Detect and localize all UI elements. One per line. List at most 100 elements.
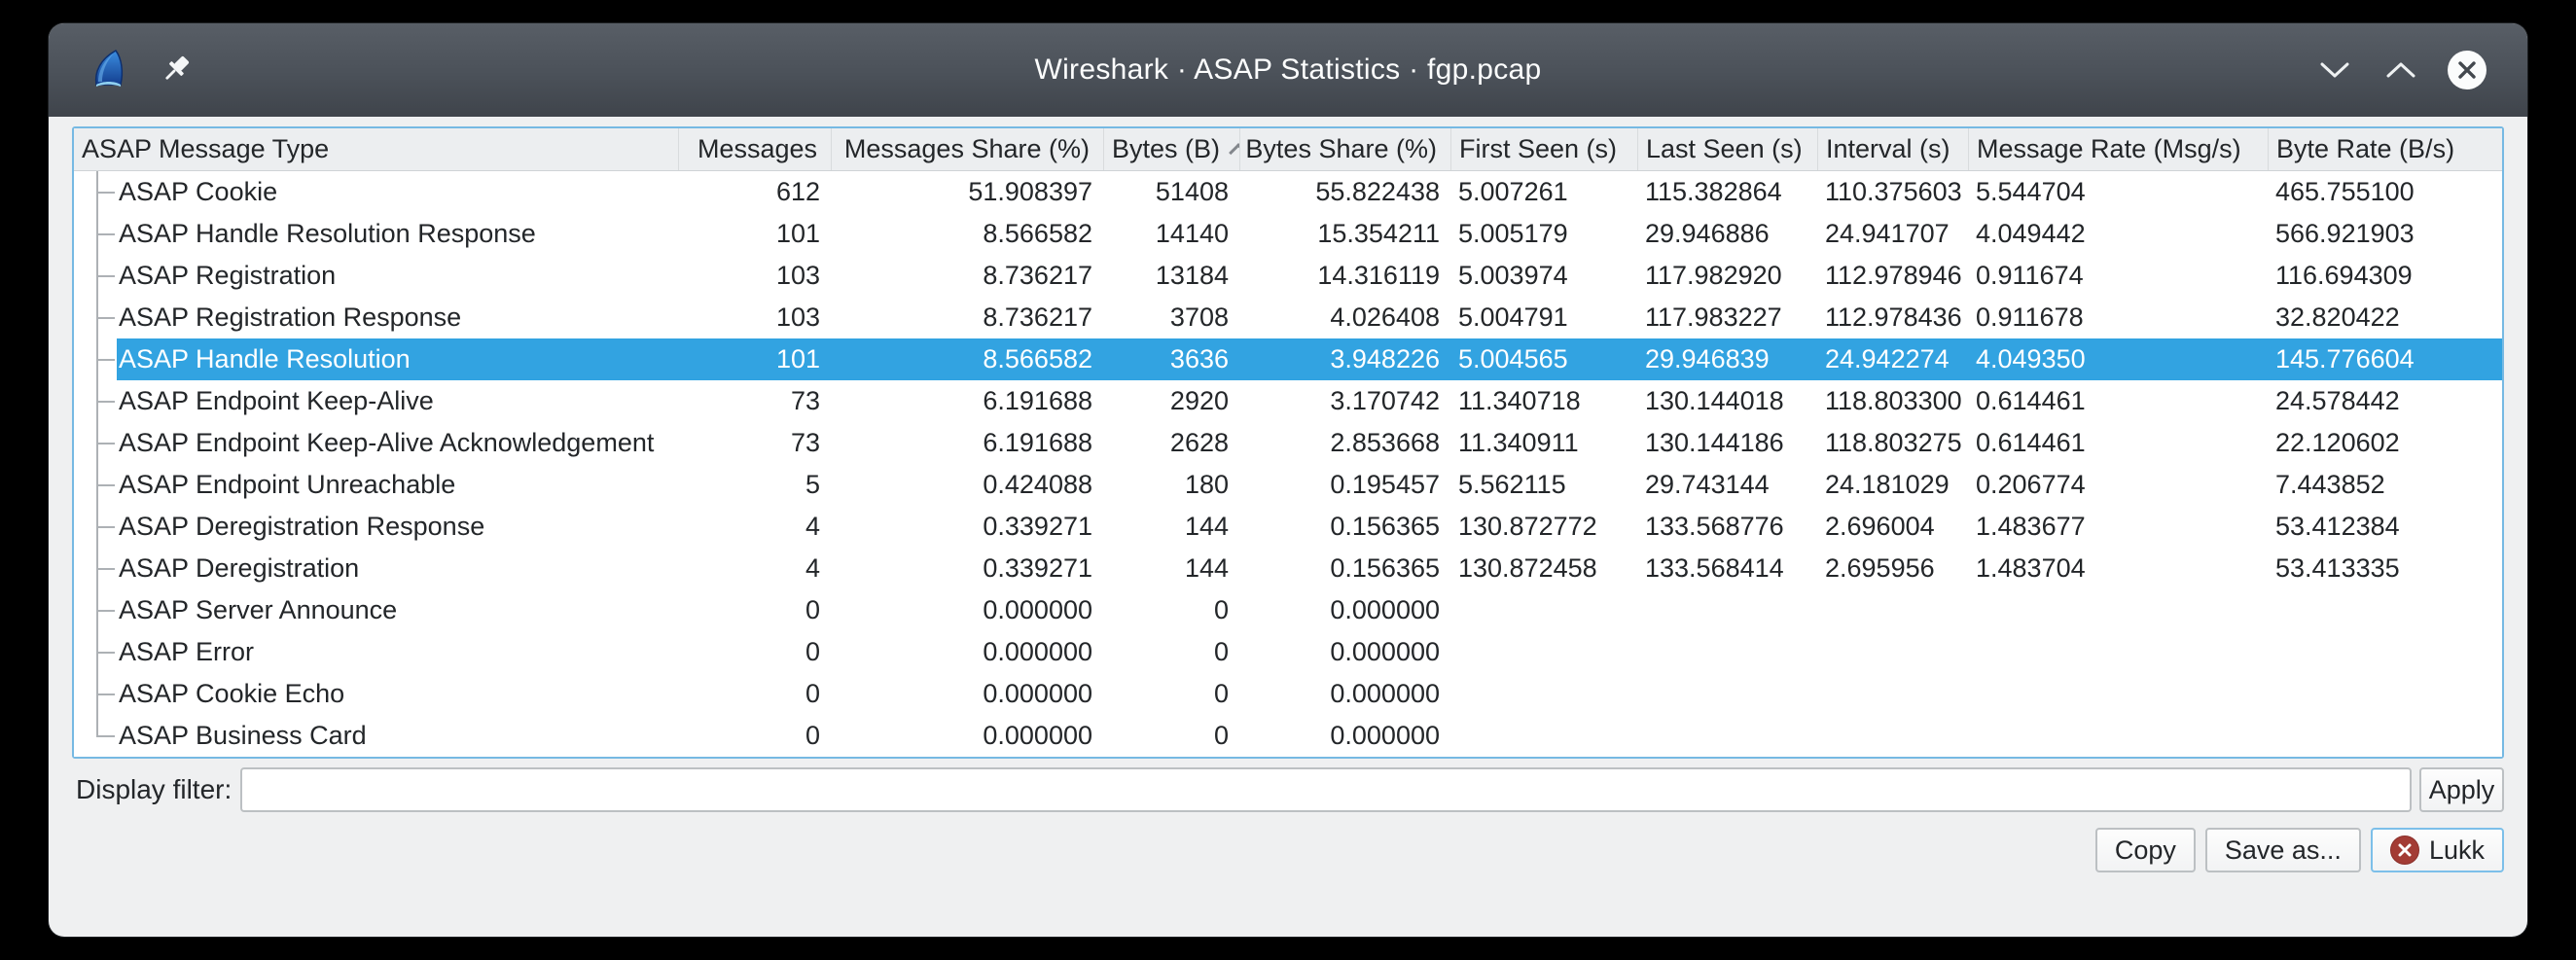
dialog-close-icon bbox=[2389, 836, 2419, 865]
table-cell: 0.911674 bbox=[1976, 261, 2084, 290]
table-cell bbox=[1638, 589, 1818, 631]
table-row[interactable]: ASAP Registration Response 103 8.736217 370… bbox=[74, 297, 2502, 338]
table-cell: 110.375603 bbox=[1825, 177, 1962, 206]
close-button[interactable] bbox=[2446, 49, 2488, 91]
titlebar[interactable]: Wireshark · ASAP Statistics · fgp.pcap bbox=[49, 23, 2527, 117]
tree-branch-icon bbox=[96, 233, 115, 235]
column-header-first-seen-s[interactable]: First Seen (s) bbox=[1451, 128, 1638, 170]
tree-branch-icon bbox=[96, 693, 115, 695]
minimize-button[interactable] bbox=[2313, 49, 2356, 91]
column-header-label: Messages bbox=[697, 134, 817, 163]
display-filter-label: Display filter: bbox=[76, 774, 233, 804]
table-cell: 4.049442 bbox=[1976, 219, 2086, 248]
table-cell: 15.354211 bbox=[1317, 219, 1440, 248]
table-cell: 29.946886 bbox=[1645, 219, 1770, 248]
table-cell: 14.316119 bbox=[1317, 261, 1440, 290]
table-cell: 5.005179 bbox=[1458, 219, 1568, 248]
save-as-button[interactable]: Save as... bbox=[2204, 828, 2361, 872]
table-row[interactable]: ASAP Handle Resolution Response 101 8.5665… bbox=[74, 213, 2502, 255]
table-cell bbox=[1818, 631, 1969, 673]
table-cell: 0.614461 bbox=[1976, 428, 2086, 457]
table-cell bbox=[1638, 631, 1818, 673]
column-header-message-rate-msg-s[interactable]: Message Rate (Msg/s) bbox=[1969, 128, 2269, 170]
display-filter-input[interactable] bbox=[240, 767, 2412, 812]
table-cell: 0.156365 bbox=[1330, 512, 1440, 541]
lukk-close-button[interactable]: Lukk bbox=[2370, 828, 2504, 872]
table-cell: 29.946839 bbox=[1645, 344, 1770, 373]
table-cell: 11.340718 bbox=[1458, 386, 1581, 415]
table-cell: 8.566582 bbox=[983, 344, 1092, 373]
table-row[interactable]: ASAP Deregistration 4 0.339271 144 0.156365 1… bbox=[74, 548, 2502, 589]
table-cell: 5.007261 bbox=[1458, 177, 1568, 206]
table-cell: 73 bbox=[790, 428, 820, 457]
copy-button[interactable]: Copy bbox=[2094, 828, 2196, 872]
column-header-messages[interactable]: Messages bbox=[679, 128, 832, 170]
table-cell: 8.566582 bbox=[983, 219, 1092, 248]
table-cell bbox=[1451, 673, 1638, 715]
table-cell: 5.004791 bbox=[1458, 302, 1568, 332]
table-row[interactable]: ASAP Endpoint Keep-Alive Acknowledgement… bbox=[74, 422, 2502, 464]
table-cell: 0 bbox=[805, 637, 820, 666]
table-row[interactable]: ASAP Endpoint Keep-Alive 73 6.191688 2920 3.… bbox=[74, 380, 2502, 422]
table-cell: 130.144018 bbox=[1645, 386, 1784, 415]
column-header-interval-s[interactable]: Interval (s) bbox=[1818, 128, 1969, 170]
table-cell: 0.000000 bbox=[983, 595, 1092, 624]
table-cell: 53.412384 bbox=[2275, 512, 2400, 541]
column-header-label: First Seen (s) bbox=[1459, 134, 1618, 163]
table-cell: 22.120602 bbox=[2275, 428, 2400, 457]
table-cell: 0.195457 bbox=[1330, 470, 1440, 499]
table-row[interactable]: ASAP Cookie 612 51.908397 51408 55.822438 5.0… bbox=[74, 171, 2502, 213]
maximize-button[interactable] bbox=[2379, 49, 2422, 91]
table-header-row: ASAP Message Type Messages Messages Share … bbox=[74, 128, 2502, 171]
table-row[interactable]: ASAP Registration 103 8.736217 13184 14.3161… bbox=[74, 255, 2502, 297]
table-cell: 103 bbox=[775, 302, 820, 332]
table-cell: 566.921903 bbox=[2275, 219, 2415, 248]
table-cell: 8.736217 bbox=[983, 261, 1092, 290]
table-cell: 112.978436 bbox=[1825, 302, 1962, 332]
column-header-bytes-b[interactable]: Bytes (B) bbox=[1104, 128, 1240, 170]
table-cell: 130.872772 bbox=[1458, 512, 1597, 541]
table-cell: 130.144186 bbox=[1645, 428, 1784, 457]
table-row[interactable]: ASAP Handle Resolution 101 8.566582 3636 3.9… bbox=[74, 338, 2502, 380]
table-cell: 4 bbox=[805, 553, 820, 583]
lukk-label: Lukk bbox=[2428, 835, 2485, 865]
table-cell: 29.743144 bbox=[1645, 470, 1770, 499]
table-cell: 0.156365 bbox=[1330, 553, 1440, 583]
message-type-cell: ASAP Endpoint Unreachable bbox=[119, 470, 456, 499]
column-header-byte-rate-b-s[interactable]: Byte Rate (B/s) bbox=[2269, 128, 2502, 170]
message-type-cell: ASAP Error bbox=[119, 637, 255, 666]
table-row[interactable]: ASAP Endpoint Unreachable 5 0.424088 180 0.1… bbox=[74, 464, 2502, 506]
table-cell: 53.413335 bbox=[2275, 553, 2400, 583]
pin-icon[interactable] bbox=[156, 51, 195, 89]
table-cell: 2920 bbox=[1169, 386, 1229, 415]
table-cell: 118.803275 bbox=[1825, 428, 1962, 457]
message-type-cell: ASAP Cookie bbox=[119, 177, 278, 206]
table-cell: 4.026408 bbox=[1330, 302, 1440, 332]
message-type-cell: ASAP Handle Resolution Response bbox=[119, 219, 536, 248]
message-type-cell: ASAP Cookie Echo bbox=[119, 679, 345, 708]
column-header-last-seen-s[interactable]: Last Seen (s) bbox=[1638, 128, 1818, 170]
table-cell: 0.000000 bbox=[983, 637, 1092, 666]
column-header-asap-message-type[interactable]: ASAP Message Type bbox=[74, 128, 679, 170]
table-body: ASAP Cookie 612 51.908397 51408 55.822438 5.0… bbox=[74, 171, 2502, 757]
table-row[interactable]: ASAP Cookie Echo 0 0.000000 0 0.000000 bbox=[74, 673, 2502, 715]
table-cell: 4.049350 bbox=[1976, 344, 2086, 373]
tree-branch-icon bbox=[96, 192, 115, 194]
table-row[interactable]: ASAP Business Card 0 0.000000 0 0.000000 bbox=[74, 715, 2502, 757]
table-cell: 5.544704 bbox=[1976, 177, 2086, 206]
table-row[interactable]: ASAP Error 0 0.000000 0 0.000000 bbox=[74, 631, 2502, 673]
tree-branch-icon bbox=[96, 317, 115, 319]
table-cell: 24.942274 bbox=[1825, 344, 1950, 373]
wireshark-statistics-window: Wireshark · ASAP Statistics · fgp.pcap A… bbox=[49, 23, 2527, 937]
message-type-cell: ASAP Server Announce bbox=[119, 595, 398, 624]
table-cell: 0 bbox=[805, 721, 820, 750]
table-row[interactable]: ASAP Server Announce 0 0.000000 0 0.000000 bbox=[74, 589, 2502, 631]
table-cell: 0 bbox=[805, 595, 820, 624]
message-type-cell: ASAP Deregistration Response bbox=[119, 512, 485, 541]
apply-button[interactable]: Apply bbox=[2419, 767, 2504, 812]
table-cell: 465.755100 bbox=[2275, 177, 2415, 206]
column-header-bytes-share[interactable]: Bytes Share (%) bbox=[1240, 128, 1451, 170]
table-row[interactable]: ASAP Deregistration Response 4 0.339271 144… bbox=[74, 506, 2502, 548]
column-header-messages-share[interactable]: Messages Share (%) bbox=[832, 128, 1104, 170]
table-cell: 6.191688 bbox=[983, 428, 1092, 457]
